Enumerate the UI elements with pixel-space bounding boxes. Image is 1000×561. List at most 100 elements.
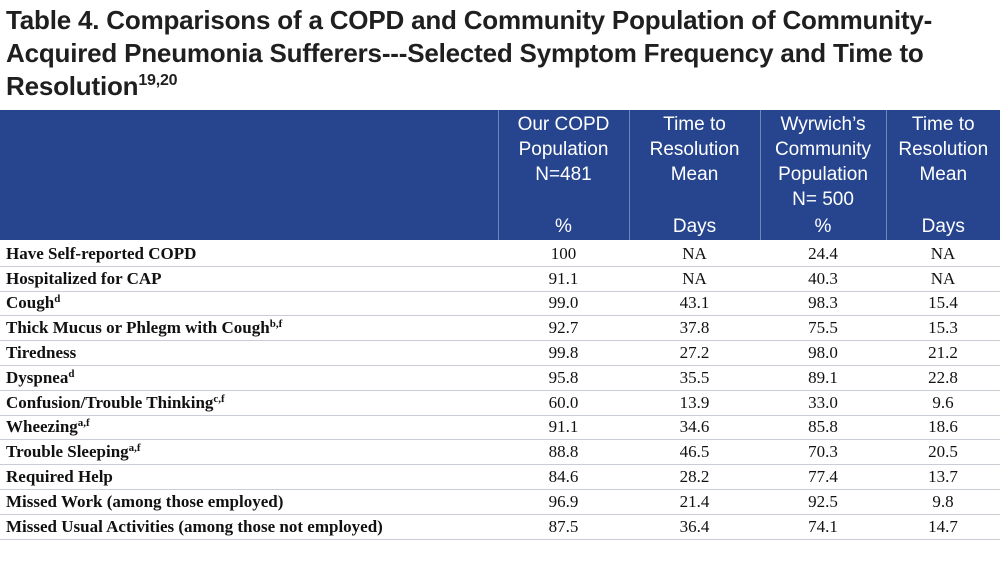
community-percent-cell: 75.5	[760, 315, 886, 342]
copd-percent-cell: 87.5	[498, 514, 629, 540]
copd-percent-cell: 88.8	[498, 439, 629, 466]
copd-percent-cell: 84.6	[498, 464, 629, 490]
footnote-marker: a,f	[128, 442, 141, 455]
row-label-text: Required Help	[6, 467, 113, 487]
header-copd-resolution: Time to Resolution Mean	[628, 110, 760, 212]
row-label: Tiredness	[0, 340, 498, 366]
row-label: Dyspnead	[0, 365, 498, 391]
row-label-text: Dyspnea	[6, 367, 69, 387]
row-label: Required Help	[0, 464, 498, 490]
table-row: Dyspnead 95.8 35.5 89.1 22.8	[0, 365, 1000, 391]
community-percent-cell: 98.0	[760, 340, 886, 366]
community-percent-cell: 74.1	[760, 514, 886, 540]
copd-days-cell: NA	[629, 240, 760, 267]
unit-community-pct: %	[759, 212, 886, 240]
community-days-cell: NA	[886, 266, 1000, 292]
community-days-cell: NA	[886, 240, 1000, 267]
copd-days-cell: 28.2	[629, 464, 760, 490]
community-percent-cell: 77.4	[760, 464, 886, 490]
community-days-cell: 13.7	[886, 464, 1000, 490]
unit-blank	[0, 212, 498, 240]
row-label: Confusion/Trouble Thinkingc,f	[0, 390, 498, 416]
community-percent-cell: 40.3	[760, 266, 886, 292]
community-percent-cell: 98.3	[760, 291, 886, 317]
table-title: Table 4. Comparisons of a COPD and Commu…	[6, 4, 996, 103]
community-days-cell: 21.2	[886, 340, 1000, 366]
header-blank	[0, 110, 498, 212]
footnote-marker: b,f	[269, 318, 283, 331]
row-label: Wheezinga,f	[0, 415, 498, 441]
community-days-cell: 14.7	[886, 514, 1000, 540]
row-label-text: Have Self-reported COPD	[6, 243, 197, 263]
row-label: Coughd	[0, 291, 498, 317]
footnote-marker: d	[54, 293, 61, 306]
table-row: Thick Mucus or Phlegm with Coughb,f 92.7 3…	[0, 315, 1000, 342]
community-percent-cell: 24.4	[760, 240, 886, 267]
copd-days-cell: 21.4	[629, 489, 760, 515]
row-label-text: Wheezing	[6, 417, 78, 437]
unit-copd-days: Days	[628, 212, 760, 240]
community-percent-cell: 85.8	[760, 415, 886, 441]
row-label-text: Cough	[6, 293, 55, 313]
copd-percent-cell: 92.7	[498, 315, 629, 342]
header-community-population: Wyrwich’s Community Population N= 500	[759, 110, 886, 212]
table-title-text: Table 4. Comparisons of a COPD and Commu…	[6, 5, 933, 101]
copd-percent-cell: 99.8	[498, 340, 629, 366]
row-label-text: Confusion/Trouble Thinking	[6, 392, 214, 412]
copd-percent-cell: 99.0	[498, 291, 629, 317]
footnote-marker: a,f	[77, 417, 90, 430]
community-days-cell: 15.4	[886, 291, 1000, 317]
unit-community-days: Days	[885, 212, 1000, 240]
community-percent-cell: 92.5	[760, 489, 886, 515]
table-row: Tiredness 99.8 27.2 98.0 21.2	[0, 340, 1000, 366]
copd-percent-cell: 60.0	[498, 390, 629, 416]
copd-percent-cell: 95.8	[498, 365, 629, 391]
community-days-cell: 9.6	[886, 390, 1000, 416]
copd-days-cell: 34.6	[629, 415, 760, 441]
community-percent-cell: 89.1	[760, 365, 886, 391]
table-row: Required Help 84.6 28.2 77.4 13.7	[0, 464, 1000, 490]
table-row: Wheezinga,f 91.1 34.6 85.8 18.6	[0, 415, 1000, 441]
row-label-text: Missed Usual Activities (among those not…	[6, 516, 383, 536]
copd-days-cell: NA	[629, 266, 760, 292]
copd-percent-cell: 100	[498, 240, 629, 267]
footnote-marker: c,f	[213, 392, 225, 405]
row-label: Missed Usual Activities (among those not…	[0, 514, 498, 540]
community-days-cell: 20.5	[886, 439, 1000, 466]
row-label: Missed Work (among those employed)	[0, 489, 498, 515]
comparison-table: Our COPD Population N=481 Time to Resolutio…	[0, 110, 1000, 540]
copd-percent-cell: 96.9	[498, 489, 629, 515]
header-copd-population: Our COPD Population N=481	[497, 110, 629, 212]
copd-percent-cell: 91.1	[498, 266, 629, 292]
row-label-text: Hospitalized for CAP	[6, 268, 162, 288]
table-header: Our COPD Population N=481 Time to Resolutio…	[0, 110, 1000, 240]
table-row: Trouble Sleepinga,f 88.8 46.5 70.3 20.5	[0, 439, 1000, 466]
copd-days-cell: 27.2	[629, 340, 760, 366]
community-days-cell: 9.8	[886, 489, 1000, 515]
row-label: Hospitalized for CAP	[0, 266, 498, 292]
copd-days-cell: 46.5	[629, 439, 760, 466]
title-superscript: 19,20	[138, 72, 178, 89]
copd-days-cell: 35.5	[629, 365, 760, 391]
row-label-text: Thick Mucus or Phlegm with Cough	[6, 318, 270, 338]
copd-percent-cell: 91.1	[498, 415, 629, 441]
table-row: Have Self-reported COPD 100 NA 24.4 NA	[0, 240, 1000, 267]
copd-days-cell: 13.9	[629, 390, 760, 416]
row-label-text: Tiredness	[6, 343, 77, 363]
table-row: Coughd 99.0 43.1 98.3 15.4	[0, 291, 1000, 317]
header-community-resolution: Time to Resolution Mean	[885, 110, 1000, 212]
copd-days-cell: 43.1	[629, 291, 760, 317]
footnote-marker: d	[68, 367, 75, 380]
community-days-cell: 22.8	[886, 365, 1000, 391]
community-days-cell: 18.6	[886, 415, 1000, 441]
copd-days-cell: 36.4	[629, 514, 760, 540]
copd-days-cell: 37.8	[629, 315, 760, 342]
community-percent-cell: 70.3	[760, 439, 886, 466]
row-label-text: Missed Work (among those employed)	[6, 491, 284, 511]
table-row: Missed Usual Activities (among those not…	[0, 514, 1000, 540]
row-label: Thick Mucus or Phlegm with Coughb,f	[0, 315, 498, 342]
row-label-text: Trouble Sleeping	[6, 442, 129, 462]
table-row: Missed Work (among those employed) 96.9 21…	[0, 489, 1000, 515]
table-row: Hospitalized for CAP 91.1 NA 40.3 NA	[0, 266, 1000, 292]
row-label: Trouble Sleepinga,f	[0, 439, 498, 466]
